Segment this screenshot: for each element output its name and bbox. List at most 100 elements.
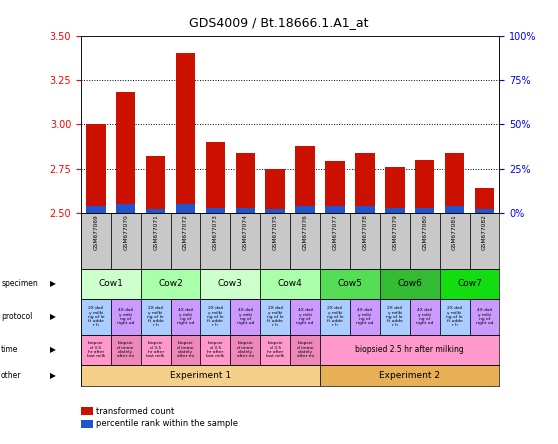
Bar (350, 213, 380, 269)
Bar (475, 188, 494, 213)
Text: GSM677080: GSM677080 (422, 214, 427, 250)
Text: ▶: ▶ (50, 371, 56, 380)
Bar (81, 299, 111, 335)
Bar (415, 208, 434, 213)
Text: transformed count: transformed count (96, 407, 174, 416)
Text: 2X dail
y milki
ng of le
ft udde
r h: 2X dail y milki ng of le ft udde r h (446, 306, 463, 327)
Text: GSM677070: GSM677070 (123, 214, 128, 250)
Bar (410, 299, 440, 335)
Text: Cow1: Cow1 (98, 279, 123, 289)
Text: biopsied 2.5 hr after milking: biopsied 2.5 hr after milking (355, 345, 464, 354)
Text: biopsie
d 3.5
hr after
last milk: biopsie d 3.5 hr after last milk (146, 341, 165, 358)
Bar (200, 335, 230, 365)
Text: ▶: ▶ (50, 312, 56, 321)
Text: time: time (1, 345, 18, 354)
Bar (290, 335, 320, 365)
Text: 4X dail
y miki
ng of
right ud: 4X dail y miki ng of right ud (117, 309, 134, 325)
Text: biopsie
d 3.5
hr after
last milk: biopsie d 3.5 hr after last milk (266, 341, 285, 358)
Text: other: other (1, 371, 22, 380)
Text: 2X dail
y milki
ng of le
ft udde
r h: 2X dail y milki ng of le ft udde r h (267, 306, 283, 327)
Bar (445, 153, 464, 213)
Bar (146, 210, 165, 213)
Text: 4X dail
y miki
ng of
right ud: 4X dail y miki ng of right ud (356, 309, 373, 325)
Bar (141, 335, 171, 365)
Text: GSM677081: GSM677081 (452, 214, 457, 250)
Bar (266, 169, 285, 213)
Bar (171, 335, 200, 365)
Bar (325, 162, 345, 213)
Bar (320, 365, 499, 386)
Text: 4X dail
y miki
ng of
right ud: 4X dail y miki ng of right ud (296, 309, 314, 325)
Text: GSM677079: GSM677079 (392, 214, 397, 250)
Bar (260, 213, 290, 269)
Bar (355, 206, 374, 213)
Bar (295, 206, 315, 213)
Bar (385, 167, 405, 213)
Text: GSM677073: GSM677073 (213, 214, 218, 250)
Bar (260, 335, 290, 365)
Text: GSM677076: GSM677076 (302, 214, 307, 250)
Bar (235, 153, 255, 213)
Text: protocol: protocol (1, 312, 32, 321)
Bar (200, 299, 230, 335)
Bar (320, 269, 380, 299)
Bar (141, 299, 171, 335)
Text: Experiment 2: Experiment 2 (379, 371, 440, 380)
Bar (355, 153, 374, 213)
Bar (200, 213, 230, 269)
Text: biopsie
d imme
diately
after mi: biopsie d imme diately after mi (177, 341, 194, 358)
Bar (469, 213, 499, 269)
Bar (440, 269, 499, 299)
Text: biopsie
d imme
diately
after mi: biopsie d imme diately after mi (237, 341, 254, 358)
Bar (230, 213, 260, 269)
Bar (81, 365, 320, 386)
Bar (81, 269, 141, 299)
Text: Cow7: Cow7 (457, 279, 482, 289)
Bar (410, 213, 440, 269)
Bar (320, 213, 350, 269)
Text: GSM677082: GSM677082 (482, 214, 487, 250)
Bar (235, 208, 255, 213)
Text: 2X dail
y milki
ng of le
ft udde
r h: 2X dail y milki ng of le ft udde r h (207, 306, 224, 327)
Bar (445, 206, 464, 213)
Text: ▶: ▶ (50, 345, 56, 354)
Bar (266, 210, 285, 213)
Bar (260, 269, 320, 299)
Bar (86, 124, 105, 213)
Bar (176, 53, 195, 213)
Bar (230, 299, 260, 335)
Bar (469, 299, 499, 335)
Bar (290, 213, 320, 269)
Text: ▶: ▶ (50, 279, 56, 289)
Bar (415, 160, 434, 213)
Text: Cow5: Cow5 (338, 279, 362, 289)
Text: 4X dail
y miki
ng of
right ud: 4X dail y miki ng of right ud (476, 309, 493, 325)
Bar (141, 213, 171, 269)
Text: GSM677078: GSM677078 (362, 214, 367, 250)
Text: 2X dail
y milki
ng of le
ft udde
r h: 2X dail y milki ng of le ft udde r h (387, 306, 403, 327)
Bar (81, 213, 111, 269)
Bar (200, 269, 260, 299)
Text: GDS4009 / Bt.18666.1.A1_at: GDS4009 / Bt.18666.1.A1_at (189, 16, 369, 28)
Text: GSM677074: GSM677074 (243, 214, 248, 250)
Text: Cow3: Cow3 (218, 279, 243, 289)
Bar (260, 299, 290, 335)
Bar (230, 335, 260, 365)
Bar (116, 204, 136, 213)
Text: biopsie
d imme
diately
after mi: biopsie d imme diately after mi (117, 341, 134, 358)
Text: GSM677077: GSM677077 (333, 214, 338, 250)
Bar (350, 299, 380, 335)
Text: Cow2: Cow2 (158, 279, 183, 289)
Text: 2X dail
y milki
ng of le
ft udde
r h: 2X dail y milki ng of le ft udde r h (147, 306, 164, 327)
Bar (290, 299, 320, 335)
Bar (141, 269, 200, 299)
Bar (320, 335, 499, 365)
Bar (295, 146, 315, 213)
Text: 4X dail
y miki
ng of
right ud: 4X dail y miki ng of right ud (177, 309, 194, 325)
Bar (171, 213, 200, 269)
Bar (176, 204, 195, 213)
Text: Cow6: Cow6 (397, 279, 422, 289)
Text: Cow4: Cow4 (278, 279, 302, 289)
Text: 2X dail
y milki
ng of le
ft udde
r h: 2X dail y milki ng of le ft udde r h (88, 306, 104, 327)
Text: GSM677071: GSM677071 (153, 214, 158, 250)
